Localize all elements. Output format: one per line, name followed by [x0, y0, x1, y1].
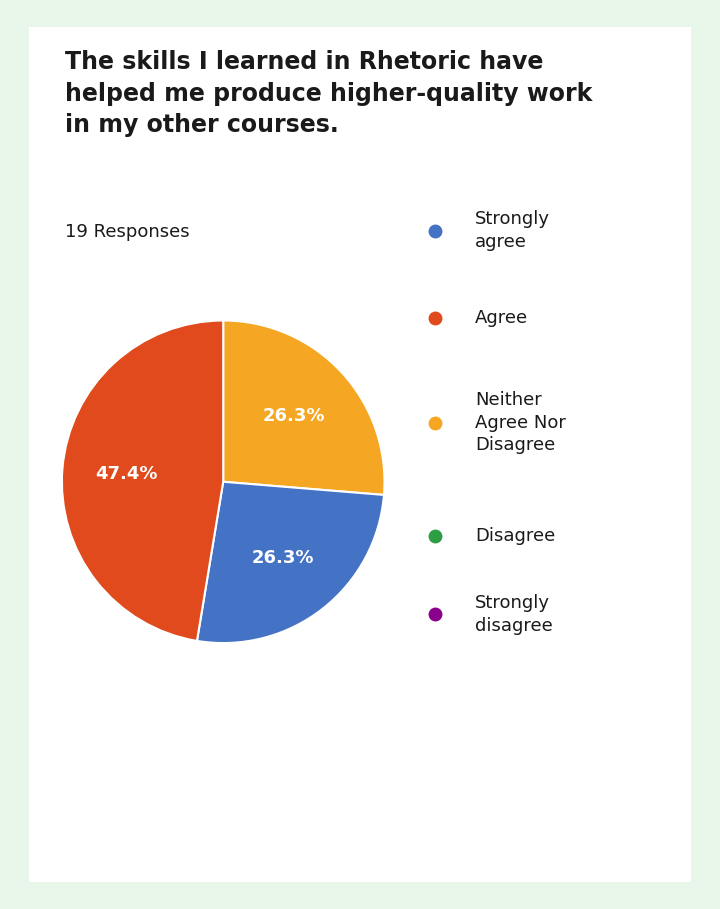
Text: 26.3%: 26.3% — [263, 407, 325, 425]
Text: Disagree: Disagree — [475, 527, 555, 545]
Text: Strongly
agree: Strongly agree — [475, 210, 550, 251]
Text: 47.4%: 47.4% — [96, 464, 158, 483]
FancyBboxPatch shape — [16, 10, 704, 899]
Text: Strongly
disagree: Strongly disagree — [475, 594, 553, 634]
Text: 26.3%: 26.3% — [251, 549, 314, 567]
Wedge shape — [223, 321, 384, 494]
Text: 19 Responses: 19 Responses — [65, 223, 189, 241]
Text: Agree: Agree — [475, 309, 528, 327]
Text: Neither
Agree Nor
Disagree: Neither Agree Nor Disagree — [475, 391, 566, 454]
Wedge shape — [197, 482, 384, 643]
Text: The skills I learned in Rhetoric have
helped me produce higher-quality work
in m: The skills I learned in Rhetoric have he… — [65, 50, 592, 137]
Wedge shape — [62, 321, 223, 641]
